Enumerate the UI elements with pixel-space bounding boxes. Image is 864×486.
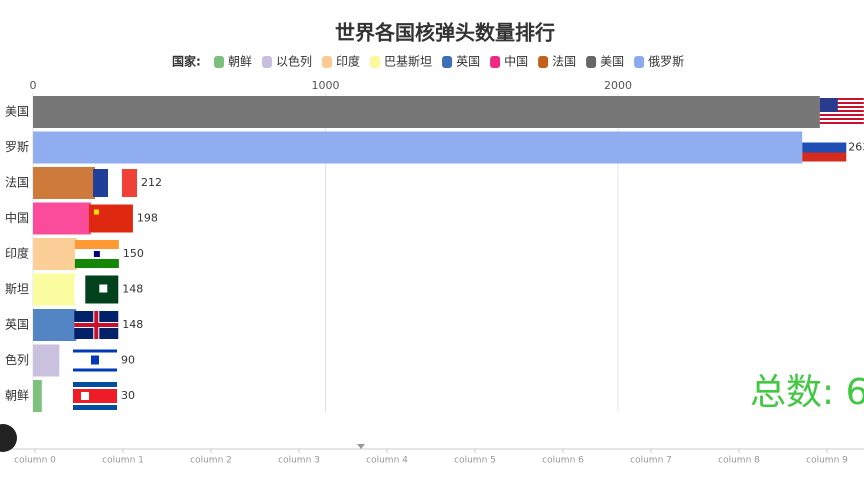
y-tick-label: 印度 [5, 246, 29, 261]
y-tick-label: 美国 [5, 105, 29, 119]
value-label: 30 [121, 389, 135, 402]
value-label: 148 [122, 283, 143, 296]
legend-label: 英国 [456, 55, 480, 69]
legend-label: 中国 [504, 54, 528, 69]
legend-swatch [634, 56, 645, 68]
flag-icon [802, 133, 847, 162]
x-tick-label: 2000 [604, 79, 632, 92]
bar [33, 202, 91, 235]
bar [33, 344, 60, 377]
y-tick-label: 朝鲜 [5, 389, 29, 403]
timeline-label: column 9 [806, 456, 848, 466]
legend-label: 巴基斯坦 [384, 55, 432, 69]
timeline-label: column 4 [366, 456, 408, 466]
legend-label: 美国 [600, 55, 624, 69]
total-label: 总数: 6 [750, 372, 864, 413]
flag-icon [74, 311, 119, 339]
timeline-label: column 0 [14, 456, 56, 466]
legend-swatch [214, 56, 224, 68]
timeline-label: column 6 [542, 456, 584, 466]
value-label: 2630 [848, 141, 864, 154]
flag-icon [88, 204, 133, 233]
x-tick-label: 1000 [312, 79, 340, 92]
legend-title: 国家: [172, 54, 201, 69]
legend-label: 朝鲜 [228, 55, 252, 69]
y-tick-label: 英国 [5, 318, 29, 332]
bar [33, 380, 42, 412]
legend-swatch [262, 56, 273, 68]
legend-swatch [538, 56, 549, 68]
value-label: 90 [121, 354, 135, 367]
timeline-label: column 2 [190, 456, 232, 466]
y-tick-label: 法国 [5, 176, 29, 190]
legend-label: 俄罗斯 [648, 55, 684, 69]
y-tick-label: 罗斯 [5, 140, 29, 154]
timeline-label: column 5 [454, 456, 496, 466]
value-label: 198 [137, 212, 158, 225]
play-button[interactable] [0, 424, 17, 452]
legend-swatch [586, 56, 597, 68]
timeline-label: column 3 [278, 456, 320, 466]
timeline-label: column 7 [630, 456, 672, 466]
legend-label: 以色列 [276, 55, 312, 69]
value-label: 148 [122, 318, 143, 331]
value-label: 150 [123, 247, 144, 260]
timeline-label: column 8 [718, 456, 760, 466]
x-tick-label: 0 [30, 79, 37, 92]
flag-icon [73, 382, 117, 410]
chart-title: 世界各国核弹头数量排行 [335, 21, 555, 45]
bar [33, 273, 77, 306]
bar [33, 131, 803, 164]
bar [33, 238, 77, 270]
bar [33, 96, 820, 128]
value-label: 212 [141, 176, 162, 189]
bar [33, 167, 96, 199]
flag-icon [74, 275, 119, 304]
legend-swatch [442, 56, 453, 68]
timeline-label: column 1 [102, 456, 144, 466]
legend-label: 法国 [552, 55, 576, 69]
legend-swatch [490, 56, 501, 68]
timeline-pointer [357, 444, 365, 449]
y-tick-label: 斯坦 [5, 282, 29, 296]
y-tick-label: 中国 [5, 210, 29, 225]
flag-icon [93, 169, 138, 197]
bar [33, 309, 77, 341]
y-tick-label: 色列 [5, 353, 29, 367]
legend-label: 印度 [336, 54, 360, 69]
flag-icon [74, 240, 119, 268]
flag-icon [73, 346, 117, 375]
flag-icon [819, 98, 864, 124]
legend-swatch [370, 56, 381, 68]
legend-swatch [322, 56, 333, 68]
